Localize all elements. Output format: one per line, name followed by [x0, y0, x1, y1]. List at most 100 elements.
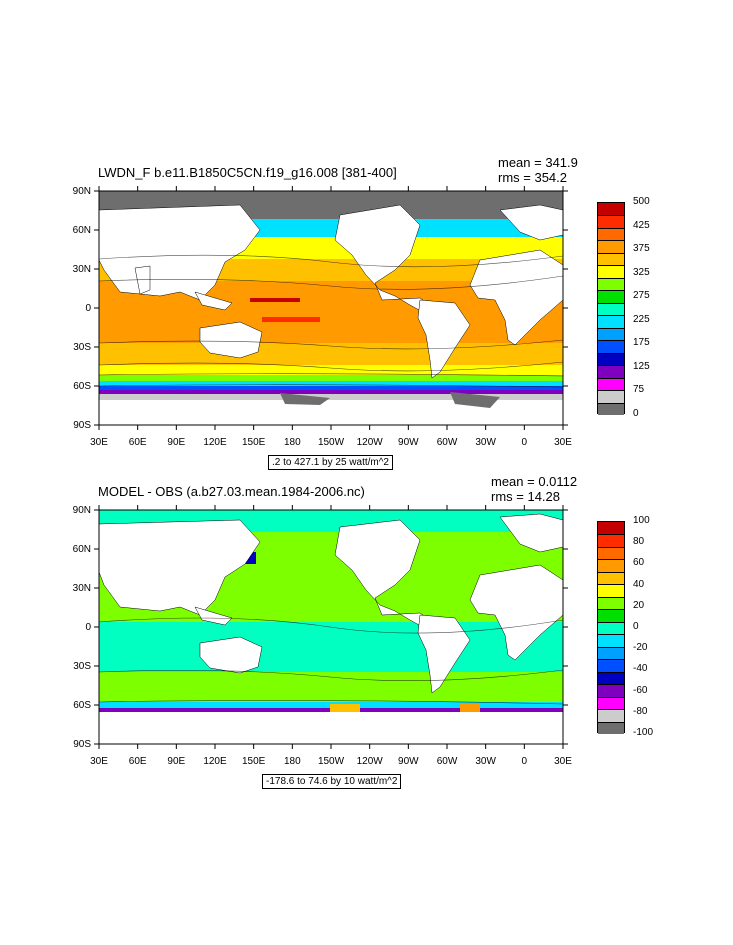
south-diff-band: [99, 672, 563, 702]
top-colorbar-label: 75: [633, 384, 645, 396]
top-colorbar-swatch: [598, 402, 624, 415]
top-colorbar-label: 375: [633, 243, 650, 255]
bottom-colorbar-swatch: [598, 646, 624, 660]
bottom-colorbar-label: 80: [633, 536, 645, 548]
bottom-colorbar-label: 0: [633, 621, 639, 632]
bottom-x-axis: 30E 60E 90E 120E 150E 180 150W 120W 90W 60W 30W 0 30…: [90, 505, 572, 767]
bottom-x-tick-label: 180: [284, 756, 301, 767]
south-midlat-band: [99, 365, 563, 375]
bottom-colorbar-swatch: [598, 584, 624, 597]
top-colorbar: [597, 202, 625, 415]
top-mean-stat: mean = 341.9: [498, 155, 578, 170]
bottom-colorbar-label: 20: [633, 599, 645, 611]
bottom-map-panel: MODEL - OBS (a.b27.03.mean.1984-2006.nc)…: [0, 472, 733, 802]
warm-pool-1: [250, 298, 300, 302]
bottom-x-tick-label: 90W: [398, 756, 419, 767]
top-colorbar-label: 175: [633, 337, 650, 349]
top-colorbar-swatch: [598, 240, 624, 253]
top-colorbar-swatch: [598, 227, 624, 241]
bottom-x-tick-label: 30E: [90, 756, 108, 767]
bottom-x-tick-label: 0: [522, 756, 528, 767]
top-map-title: LWDN_F b.e11.B1850C5CN.f19_g16.008 [381-…: [98, 165, 397, 180]
bottom-colorbar-swatch: [598, 671, 624, 685]
bottom-colorbar: [597, 521, 625, 734]
bottom-colorbar-swatch: [598, 721, 624, 734]
bottom-colorbar-swatch: [598, 684, 624, 697]
top-x-tick-label: 0: [522, 437, 528, 448]
top-colorbar-swatch: [598, 203, 624, 216]
top-colorbar-label: 225: [633, 313, 650, 325]
bottom-y-axis: 90N 60N 30N 0 30S 60S 90S: [73, 505, 568, 750]
top-colorbar-swatch: [598, 365, 624, 378]
bottom-x-tick-label: 120E: [203, 756, 227, 767]
bottom-colorbar-label: -40: [633, 663, 648, 675]
top-colorbar-swatch: [598, 252, 624, 266]
top-y-tick-label: 90N: [73, 186, 91, 197]
top-x-axis: 30E 60E 90E 120E 150E 180 150W 120W 90W 60W 30W 0 30…: [90, 186, 572, 448]
top-x-tick-label: 30E: [90, 437, 108, 448]
bottom-y-tick-label: 60N: [73, 544, 91, 555]
bottom-colorbar-swatch: [598, 596, 624, 610]
top-x-tick-label: 150W: [318, 437, 345, 448]
top-colorbar-label: 500: [633, 196, 650, 207]
top-x-tick-label: 90E: [167, 437, 185, 448]
bottom-colorbar-label: 60: [633, 557, 645, 569]
top-rms-stat: rms = 354.2: [498, 170, 568, 185]
tropical-diff-band: [99, 622, 563, 672]
south-band-4: [99, 390, 563, 394]
bottom-colorbar-label: 40: [633, 578, 645, 590]
bottom-colorbar-swatch: [598, 696, 624, 710]
top-y-tick-label: 60S: [73, 381, 91, 392]
top-y-axis: 90N 60N 30N 0 30S 60S 90S: [73, 186, 568, 431]
bottom-map-plot: 30E 60E 90E 120E 150E 180 150W 120W 90W 60W 30W 0 30…: [73, 505, 572, 767]
top-colorbar-swatch: [598, 390, 624, 403]
bottom-rms-stat: rms = 14.28: [491, 489, 561, 504]
top-colorbar-swatch: [598, 265, 624, 278]
south-band-2: [99, 381, 563, 386]
top-colorbar-swatch: [598, 377, 624, 391]
bottom-y-tick-label: 90N: [73, 505, 91, 516]
land-masses: [99, 513, 563, 694]
bottom-y-tick-label: 60S: [73, 700, 91, 711]
bottom-colorbar-swatch: [598, 534, 624, 547]
bottom-range-note: -178.6 to 74.6 by 10 watt/m^2: [262, 774, 402, 789]
south-band-3: [99, 386, 563, 390]
top-colorbar-label: 325: [633, 266, 650, 278]
bottom-x-tick-label: 30E: [554, 756, 572, 767]
bottom-colorbar-swatch: [598, 709, 624, 722]
weddell-ice: [450, 392, 500, 408]
top-colorbar-swatch: [598, 327, 624, 341]
top-colorbar-label: 275: [633, 290, 650, 302]
top-y-tick-label: 30S: [73, 342, 91, 353]
top-map-plot: 30E 60E 90E 120E 150E 180 150W 120W 90W 60W 30W 0 30…: [73, 186, 572, 448]
bottom-colorbar-swatch: [598, 621, 624, 635]
top-range-note: .2 to 427.1 by 25 watt/m^2: [268, 455, 393, 470]
bottom-y-tick-label: 30S: [73, 661, 91, 672]
contour-lines: [99, 617, 563, 705]
top-colorbar-swatch: [598, 277, 624, 291]
top-x-tick-label: 60E: [129, 437, 147, 448]
top-y-tick-label: 30N: [73, 264, 91, 275]
top-x-tick-label: 180: [284, 437, 301, 448]
bottom-mean-stat: mean = 0.0112: [491, 474, 578, 489]
bottom-x-tick-label: 60E: [129, 756, 147, 767]
bottom-colorbar-swatch: [598, 634, 624, 647]
top-colorbar-label: 425: [633, 219, 650, 231]
contour-lines: [99, 254, 563, 388]
bottom-colorbar-swatch: [598, 559, 624, 572]
top-x-tick-label: 120W: [357, 437, 384, 448]
top-colorbar-swatch: [598, 352, 624, 366]
top-colorbar-label: 125: [633, 360, 650, 372]
top-x-tick-label: 90W: [398, 437, 419, 448]
top-y-tick-label: 60N: [73, 225, 91, 236]
top-map-panel: LWDN_F b.e11.B1850C5CN.f19_g16.008 [381-…: [0, 0, 733, 472]
bottom-colorbar-swatch: [598, 522, 624, 535]
bottom-colorbar-label: -60: [633, 684, 648, 696]
top-colorbar-swatch: [598, 315, 624, 328]
top-colorbar-swatch: [598, 302, 624, 316]
bottom-y-tick-label: 30N: [73, 583, 91, 594]
bottom-colorbar-swatch: [598, 609, 624, 622]
bottom-map-title: MODEL - OBS (a.b27.03.mean.1984-2006.nc): [98, 484, 365, 499]
south-positive-anomaly-2: [460, 704, 480, 713]
bottom-x-tick-label: 60W: [437, 756, 458, 767]
